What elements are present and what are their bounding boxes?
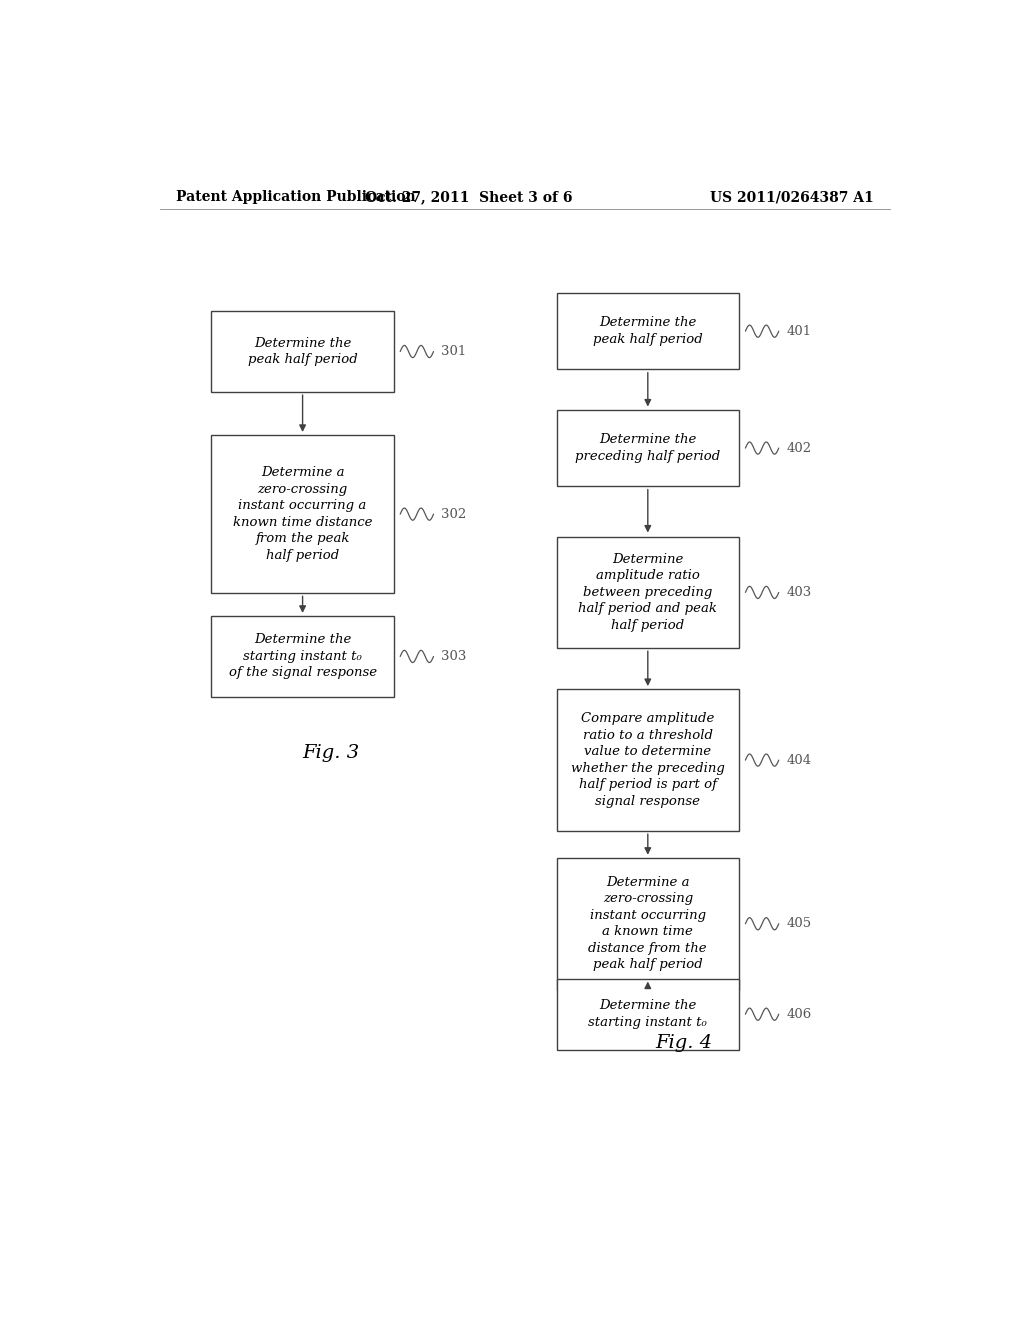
Text: 303: 303	[441, 649, 467, 663]
Text: Fig. 3: Fig. 3	[302, 744, 359, 762]
FancyBboxPatch shape	[211, 436, 394, 593]
Text: Determine the
starting instant t₀
of the signal response: Determine the starting instant t₀ of the…	[228, 634, 377, 680]
FancyBboxPatch shape	[211, 615, 394, 697]
FancyBboxPatch shape	[557, 411, 739, 486]
Text: Patent Application Publication: Patent Application Publication	[176, 190, 416, 205]
FancyBboxPatch shape	[557, 293, 739, 370]
Text: 301: 301	[441, 345, 467, 358]
Text: Determine a
zero-crossing
instant occurring
a known time
distance from the
peak : Determine a zero-crossing instant occurr…	[589, 876, 708, 972]
Text: Determine a
zero-crossing
instant occurring a
known time distance
from the peak
: Determine a zero-crossing instant occurr…	[232, 466, 373, 562]
FancyBboxPatch shape	[557, 858, 739, 990]
Text: Fig. 4: Fig. 4	[655, 1034, 712, 1052]
Text: Determine the
peak half period: Determine the peak half period	[248, 337, 357, 366]
Text: 405: 405	[786, 917, 812, 931]
Text: US 2011/0264387 A1: US 2011/0264387 A1	[711, 190, 873, 205]
Text: Determine the
starting instant t₀: Determine the starting instant t₀	[589, 999, 708, 1030]
Text: Determine the
preceding half period: Determine the preceding half period	[575, 433, 721, 463]
Text: 302: 302	[441, 508, 467, 520]
Text: 403: 403	[786, 586, 812, 599]
Text: 402: 402	[786, 442, 812, 454]
Text: Determine the
peak half period: Determine the peak half period	[593, 317, 702, 346]
Text: 404: 404	[786, 754, 812, 767]
FancyBboxPatch shape	[557, 689, 739, 832]
FancyBboxPatch shape	[557, 536, 739, 648]
FancyBboxPatch shape	[211, 312, 394, 392]
Text: Oct. 27, 2011  Sheet 3 of 6: Oct. 27, 2011 Sheet 3 of 6	[366, 190, 573, 205]
FancyBboxPatch shape	[557, 978, 739, 1049]
Text: 406: 406	[786, 1007, 812, 1020]
Text: Determine
amplitude ratio
between preceding
half period and peak
half period: Determine amplitude ratio between preced…	[579, 553, 717, 632]
Text: 401: 401	[786, 325, 812, 338]
Text: Compare amplitude
ratio to a threshold
value to determine
whether the preceding
: Compare amplitude ratio to a threshold v…	[570, 713, 725, 808]
